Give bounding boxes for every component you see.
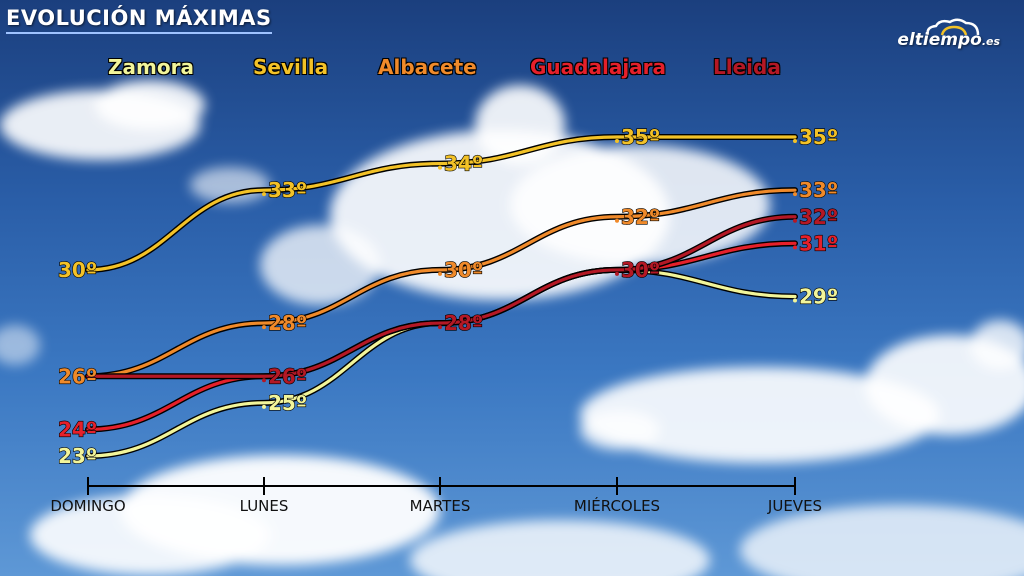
series-line-sevilla bbox=[85, 134, 798, 273]
data-label: 23º bbox=[58, 444, 97, 468]
data-label: 24º bbox=[58, 417, 97, 441]
sky-clouds bbox=[0, 80, 1024, 576]
series-lines bbox=[85, 134, 798, 459]
brand-logo: eltiempo.es bbox=[897, 30, 1000, 50]
legend-item-sevilla: Sevilla bbox=[253, 55, 329, 79]
data-label: 33º bbox=[268, 178, 307, 202]
data-label: 28º bbox=[268, 311, 307, 335]
data-point bbox=[615, 139, 619, 143]
data-label: 30º bbox=[621, 258, 660, 282]
data-point bbox=[793, 298, 797, 303]
data-point bbox=[615, 218, 619, 223]
data-label: 25º bbox=[268, 391, 307, 415]
x-tick-label: MARTES bbox=[410, 497, 471, 515]
page-title: EVOLUCIÓN MÁXIMAS bbox=[6, 6, 272, 34]
series-line-albacete bbox=[85, 187, 798, 380]
legend-item-zamora: Zamora bbox=[108, 55, 194, 79]
data-label: 32º bbox=[621, 205, 660, 229]
data-label: 28º bbox=[444, 311, 483, 335]
data-point bbox=[438, 165, 442, 170]
series-line-lleida bbox=[85, 213, 798, 380]
data-point bbox=[793, 192, 797, 197]
data-label: 34º bbox=[444, 152, 483, 176]
data-point bbox=[262, 378, 266, 383]
data-label: 26º bbox=[58, 364, 97, 388]
x-tick-label: MIÉRCOLES bbox=[574, 496, 660, 515]
data-point bbox=[438, 325, 442, 330]
data-labels: 30º 33º 34º 35º 35º 26º 28º 30º 32º 33º 26º 28º 30º 3… bbox=[57, 124, 838, 468]
x-tick-label: DOMINGO bbox=[50, 497, 125, 515]
cloud-sun-icon bbox=[926, 18, 980, 36]
x-tick-label: LUNES bbox=[240, 497, 289, 515]
data-point bbox=[793, 218, 797, 223]
data-point bbox=[438, 271, 442, 276]
data-label: 29º bbox=[799, 285, 838, 309]
data-point bbox=[615, 271, 619, 276]
data-point bbox=[262, 192, 266, 197]
brand-name: eltiempo bbox=[897, 30, 982, 50]
data-label: 35º bbox=[621, 125, 660, 149]
data-label: 33º bbox=[799, 178, 838, 202]
data-label: 32º bbox=[799, 205, 838, 229]
legend-item-lleida: Lleida bbox=[713, 55, 781, 79]
data-point bbox=[793, 245, 797, 250]
legend-item-albacete: Albacete bbox=[378, 55, 477, 79]
data-point bbox=[262, 404, 266, 409]
data-label: 26º bbox=[268, 364, 307, 388]
data-label: 31º bbox=[799, 231, 838, 255]
data-point bbox=[793, 139, 797, 143]
data-point bbox=[262, 325, 266, 330]
data-label: 35º bbox=[799, 125, 838, 149]
data-label: 30º bbox=[58, 258, 97, 282]
x-tick-label: JUEVES bbox=[767, 497, 822, 515]
legend-item-guadalajara: Guadalajara bbox=[530, 55, 667, 79]
x-axis: DOMINGO LUNES MARTES MIÉRCOLES JUEVES bbox=[50, 477, 822, 515]
data-label: 30º bbox=[444, 258, 483, 282]
brand-tld: .es bbox=[981, 35, 1000, 48]
